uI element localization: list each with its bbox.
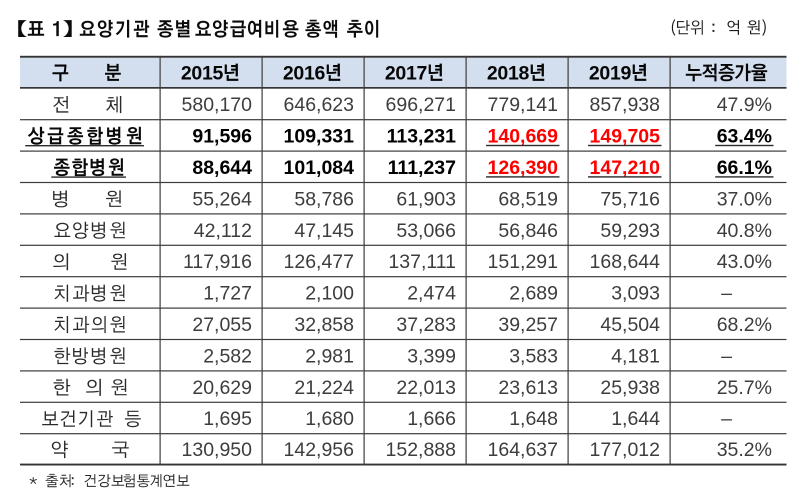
svg-text:142,956: 142,956 — [284, 439, 355, 461]
svg-text:23,613: 23,613 — [498, 377, 558, 399]
svg-text:58,786: 58,786 — [294, 188, 354, 210]
svg-text:45,504: 45,504 — [600, 314, 660, 336]
svg-text:1,648: 1,648 — [509, 408, 558, 430]
svg-text:53,066: 53,066 — [396, 220, 456, 242]
svg-text:2017: 2017 — [385, 63, 427, 85]
svg-text:140,669: 140,669 — [488, 126, 559, 148]
svg-text:168,644: 168,644 — [590, 251, 661, 273]
svg-text:2018: 2018 — [487, 63, 530, 85]
svg-text:111,237: 111,237 — [388, 157, 456, 179]
svg-text:1,727: 1,727 — [203, 283, 252, 305]
svg-text:91,596: 91,596 — [192, 126, 252, 148]
svg-text:42,112: 42,112 — [194, 220, 252, 242]
svg-text:47,145: 47,145 — [294, 220, 354, 242]
svg-text:3,093: 3,093 — [611, 283, 660, 305]
svg-text:3,583: 3,583 — [509, 345, 558, 367]
svg-text:25,938: 25,938 — [600, 377, 660, 399]
svg-text:68,519: 68,519 — [498, 188, 558, 210]
svg-text:177,012: 177,012 — [590, 439, 661, 461]
svg-text:1,695: 1,695 — [203, 408, 252, 430]
svg-text:40.8%: 40.8% — [717, 220, 772, 242]
svg-text:39,257: 39,257 — [498, 314, 558, 336]
svg-text:63.4%: 63.4% — [717, 126, 772, 148]
svg-text:20,629: 20,629 — [192, 377, 252, 399]
svg-text:37,283: 37,283 — [396, 314, 456, 336]
svg-text:2,100: 2,100 — [305, 283, 354, 305]
svg-text:126,477: 126,477 — [284, 251, 355, 273]
svg-text:–: – — [721, 408, 732, 430]
svg-text:–: – — [721, 345, 732, 367]
svg-text:47.9%: 47.9% — [717, 94, 772, 116]
svg-text:43.0%: 43.0% — [717, 251, 772, 273]
svg-text:35.2%: 35.2% — [717, 439, 772, 461]
svg-text:68.2%: 68.2% — [717, 314, 772, 336]
svg-text:117,916: 117,916 — [183, 251, 252, 273]
svg-text:164,637: 164,637 — [488, 439, 559, 461]
svg-text:66.1%: 66.1% — [717, 157, 772, 179]
svg-text:75,716: 75,716 — [600, 188, 660, 210]
svg-text:4,181: 4,181 — [611, 345, 660, 367]
svg-text:22,013: 22,013 — [396, 377, 456, 399]
svg-text:2,981: 2,981 — [305, 345, 354, 367]
svg-text:88,644: 88,644 — [192, 157, 252, 179]
svg-text:151,291: 151,291 — [488, 251, 559, 273]
svg-text:21,224: 21,224 — [294, 377, 354, 399]
svg-text:3,399: 3,399 — [407, 345, 456, 367]
svg-text:580,170: 580,170 — [182, 94, 253, 116]
svg-text:2,474: 2,474 — [407, 283, 456, 305]
svg-text:32,858: 32,858 — [294, 314, 354, 336]
svg-text:696,271: 696,271 — [386, 94, 457, 116]
svg-text:25.7%: 25.7% — [717, 377, 772, 399]
svg-text:2,689: 2,689 — [509, 283, 558, 305]
svg-text:152,888: 152,888 — [386, 439, 457, 461]
svg-text:55,264: 55,264 — [192, 188, 252, 210]
svg-text:147,210: 147,210 — [590, 157, 661, 179]
svg-text:61,903: 61,903 — [396, 188, 456, 210]
svg-text:857,938: 857,938 — [590, 94, 661, 116]
svg-text:113,231: 113,231 — [387, 126, 457, 148]
svg-text:1,666: 1,666 — [407, 408, 456, 430]
svg-text:109,331: 109,331 — [284, 126, 355, 148]
svg-text:126,390: 126,390 — [488, 157, 559, 179]
svg-text:1,644: 1,644 — [611, 408, 660, 430]
svg-text:59,293: 59,293 — [600, 220, 660, 242]
svg-text:779,141: 779,141 — [488, 94, 559, 116]
svg-text:56,846: 56,846 — [498, 220, 558, 242]
svg-text:149,705: 149,705 — [590, 126, 661, 148]
svg-text:101,084: 101,084 — [284, 157, 355, 179]
svg-text:37.0%: 37.0% — [717, 188, 772, 210]
svg-text:–: – — [721, 283, 732, 305]
svg-text:27,055: 27,055 — [192, 314, 252, 336]
svg-text:2016: 2016 — [283, 63, 326, 85]
svg-text:130,950: 130,950 — [182, 439, 253, 461]
svg-text:646,623: 646,623 — [284, 94, 355, 116]
svg-text:2015: 2015 — [181, 63, 224, 85]
svg-text:2,582: 2,582 — [203, 345, 252, 367]
svg-text:137,111: 137,111 — [388, 251, 456, 273]
svg-text:2019: 2019 — [589, 63, 632, 85]
svg-text:1,680: 1,680 — [305, 408, 354, 430]
